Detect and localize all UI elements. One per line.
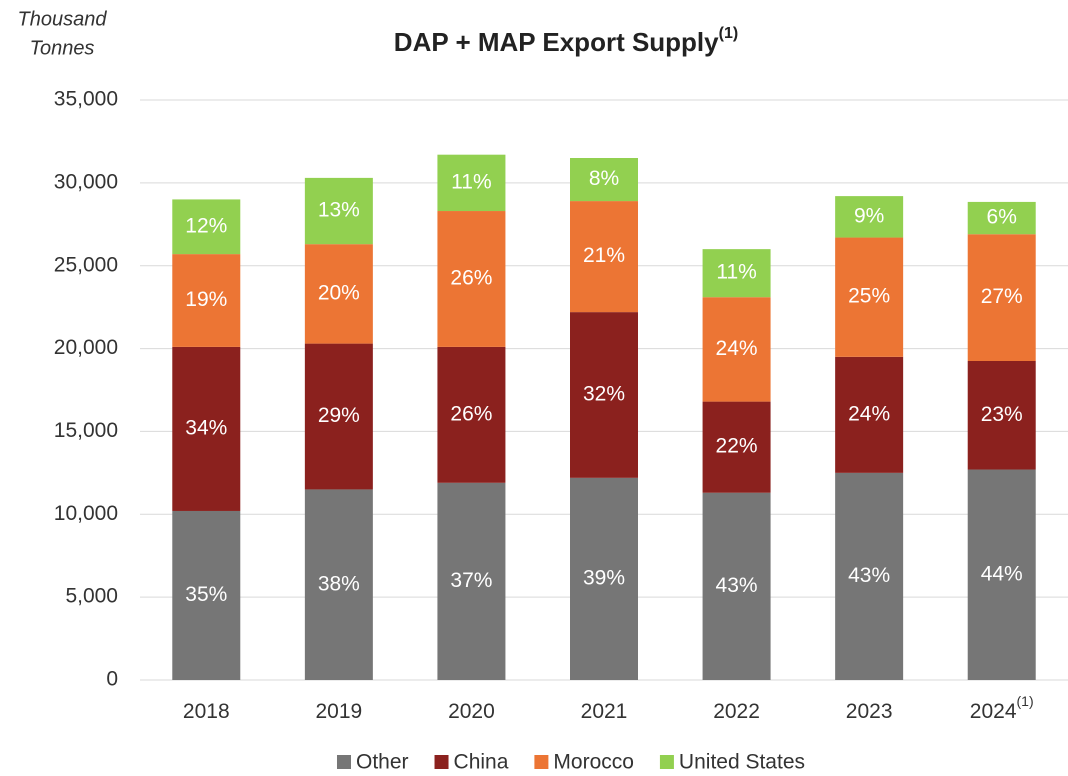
bar-segment: [967, 201, 1036, 235]
category-text: 2022: [713, 700, 760, 723]
chart-title: DAP + MAP Export Supply(1): [394, 25, 738, 57]
legend-label: China: [454, 751, 509, 774]
data-label: 32%: [583, 383, 625, 406]
legend-label: United States: [679, 751, 805, 774]
data-label: 29%: [318, 404, 360, 427]
category-text: 2021: [581, 700, 628, 723]
category-text: 2024: [970, 700, 1017, 723]
y-tick-label: 30,000: [54, 170, 118, 193]
bar-segment: [172, 346, 241, 511]
data-label: 44%: [981, 562, 1023, 585]
bar-segment: [304, 489, 373, 680]
bar-segment: [967, 234, 1036, 361]
y-tick-label: 20,000: [54, 336, 118, 359]
bar-segment: [172, 199, 241, 255]
data-label: 12%: [185, 214, 227, 237]
data-label: 24%: [848, 402, 890, 425]
data-label: 21%: [583, 244, 625, 267]
legend-item: United States: [659, 751, 805, 774]
y-axis-label: Thousand: [18, 8, 108, 30]
bar-segment: [437, 211, 506, 347]
bar-segment: [437, 482, 506, 680]
bar-segment: [702, 401, 771, 493]
legend-label: Morocco: [553, 751, 634, 774]
legend-swatch: [434, 755, 449, 769]
bar-segment: [967, 469, 1036, 680]
legend: Other China Morocco United States: [336, 751, 805, 774]
category-text: 2018: [183, 700, 230, 723]
data-label: 26%: [450, 267, 492, 290]
bar-segment: [570, 477, 638, 680]
legend-swatch: [659, 755, 674, 769]
category-text: 2019: [315, 700, 362, 723]
y-tick-label: 5,000: [65, 585, 118, 608]
data-label: 11%: [451, 170, 491, 193]
x-tick-label: 2018: [183, 700, 230, 723]
bar-segment: [835, 472, 904, 680]
category-text: 2020: [448, 700, 495, 723]
bar-segment: [967, 361, 1036, 470]
legend-item: Other: [336, 751, 409, 774]
data-label: 19%: [185, 288, 227, 311]
bar-segment: [835, 237, 904, 357]
bar-segment: [570, 201, 638, 313]
data-label: 35%: [185, 583, 227, 606]
bar-segment: [835, 196, 904, 238]
data-label: 25%: [848, 285, 890, 308]
category-text: 2023: [846, 700, 893, 723]
data-label: 43%: [848, 564, 890, 587]
bar-segment: [437, 346, 506, 483]
y-tick-label: 35,000: [54, 88, 118, 111]
title-note: (1): [719, 25, 739, 42]
y-tick-label: 25,000: [54, 253, 118, 276]
x-tick-label: 2019: [315, 700, 362, 723]
y-tick-label: 10,000: [54, 502, 118, 525]
data-label: 6%: [987, 206, 1017, 229]
bar-segment: [172, 510, 241, 680]
data-label: 23%: [981, 403, 1023, 426]
y-tick-label: 0: [106, 668, 118, 691]
data-label: 38%: [318, 572, 360, 595]
data-label: 27%: [981, 285, 1023, 308]
data-label: 37%: [450, 569, 492, 592]
data-label: 26%: [450, 402, 492, 425]
legend-label: Other: [356, 751, 409, 774]
data-label: 34%: [185, 416, 227, 439]
x-tick-label: 2023: [846, 700, 893, 723]
data-label: 22%: [716, 435, 758, 458]
y-tick-label: 15,000: [54, 419, 118, 442]
bar-segment: [570, 312, 638, 478]
data-label: 13%: [318, 199, 360, 222]
data-label: 11%: [716, 261, 756, 284]
x-tick-label: 2024(1): [970, 693, 1034, 723]
data-label: 8%: [589, 167, 619, 190]
bar-segment: [570, 158, 638, 202]
bar-segment: [172, 254, 241, 347]
bar-segment: [304, 177, 373, 245]
bar-segment: [702, 297, 771, 402]
x-tick-label: 2020: [448, 700, 495, 723]
legend-item: Morocco: [534, 751, 634, 774]
title-text: DAP + MAP Export Supply: [394, 27, 719, 57]
bar-segment: [304, 343, 373, 490]
category-note: (1): [1017, 693, 1034, 709]
bar-segment: [702, 249, 771, 298]
data-label: 24%: [716, 337, 758, 360]
data-label: 20%: [318, 281, 360, 304]
data-label: 9%: [854, 204, 884, 227]
x-tick-label: 2022: [713, 700, 760, 723]
legend-swatch: [336, 755, 351, 769]
data-label: 39%: [583, 566, 625, 589]
bar-segment: [304, 244, 373, 344]
bar-segment: [702, 492, 771, 680]
data-label: 43%: [716, 574, 758, 597]
x-tick-label: 2021: [581, 700, 628, 723]
y-axis-label: Tonnes: [30, 37, 95, 59]
legend-item: China: [434, 751, 509, 774]
bar-segment: [835, 356, 904, 473]
bar-segment: [437, 154, 506, 212]
legend-swatch: [534, 755, 549, 769]
